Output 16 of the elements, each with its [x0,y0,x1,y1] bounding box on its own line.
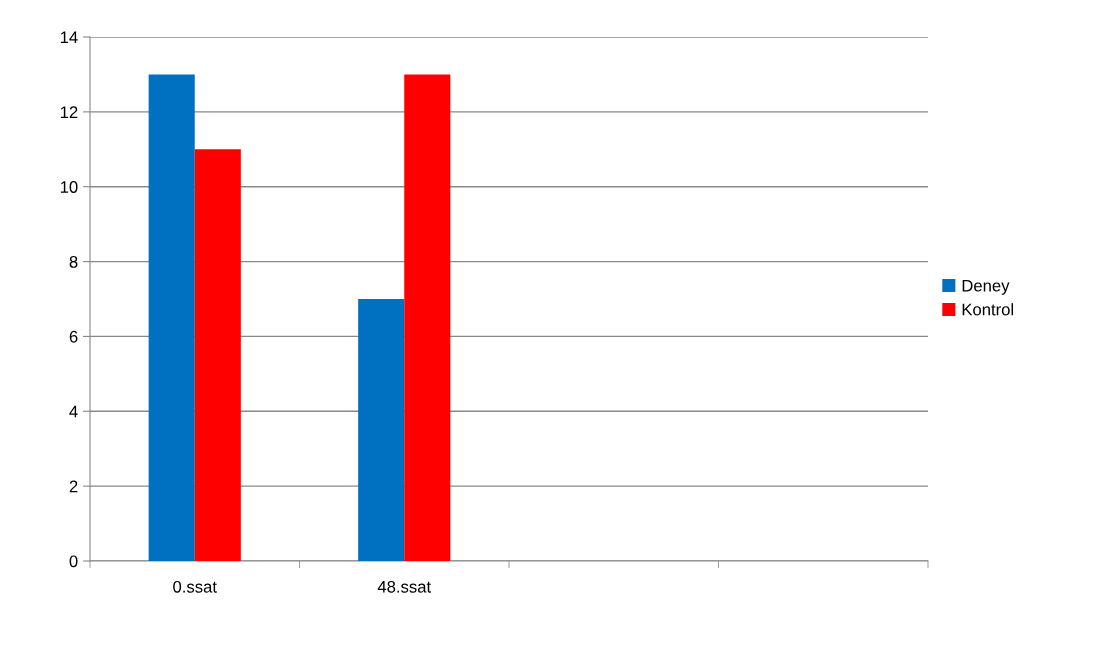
y-tick-label: 6 [69,330,78,343]
y-tick-label: 0 [69,555,78,568]
bar [194,149,241,561]
y-tick-label: 12 [60,106,78,118]
bar [358,299,405,561]
legend-label: Kontrol [962,303,1014,316]
y-tick-label: 10 [60,181,78,193]
y-tick-label: 14 [60,31,78,44]
y-tick-label: 2 [69,480,78,493]
x-tick-label: 48.ssat [377,580,431,593]
legend-label: Deney [962,279,1010,295]
y-tick-label: 4 [69,405,78,418]
bar [404,74,451,561]
bar [148,74,195,561]
y-tick-label: 8 [69,255,78,268]
x-tick-label: 0.ssat [173,580,217,593]
